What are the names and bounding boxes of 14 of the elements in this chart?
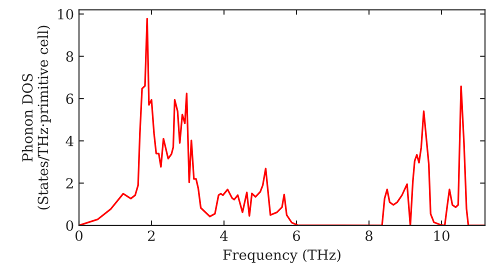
x-tick-label: 0 [75,230,82,242]
y-tick-label: 8 [66,51,74,62]
x-tick-label: 2 [148,230,155,241]
x-tick-label: 10 [434,230,450,242]
y-tick-label: 6 [66,94,74,104]
y-tick-label: 0 [66,220,74,231]
x-tick-label: 6 [293,230,300,242]
y-tick-label: 2 [66,178,73,188]
y-tick-label: 10 [58,8,74,20]
x-tick-label: 4 [220,230,228,241]
x-axis-title: Frequency (THz) [223,249,340,263]
y-tick-label: 4 [66,136,74,146]
x-tick-label: 8 [366,230,372,242]
y-axis-title: Phonon DOS (States/THz·primitive cell) [22,26,51,210]
